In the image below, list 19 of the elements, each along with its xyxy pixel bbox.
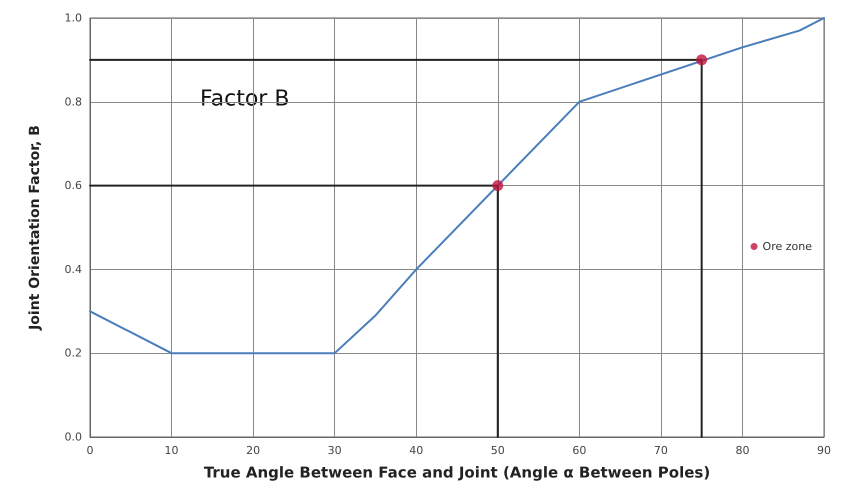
x-tick-label: 50 <box>490 444 505 457</box>
x-tick-label: 40 <box>409 444 424 457</box>
legend-label: Ore zone <box>762 240 812 253</box>
x-tick-label: 90 <box>817 444 831 457</box>
x-tick-label: 0 <box>86 444 94 457</box>
x-axis-title: True Angle Between Face and Joint (Angle α Between Poles) <box>204 464 710 482</box>
y-tick-label: 0.2 <box>64 346 82 360</box>
x-tick-label: 60 <box>572 444 586 457</box>
x-tick-label: 20 <box>246 444 260 457</box>
x-tick-label: 70 <box>654 444 668 457</box>
x-tick-label: 10 <box>164 444 179 457</box>
y-tick-label: 0.0 <box>64 430 82 444</box>
y-tick-label: 0.8 <box>64 95 82 108</box>
y-axis-title: Joint Orientation Factor, B <box>27 125 43 331</box>
y-tick-label: 0.4 <box>64 262 82 276</box>
y-tick-label: 0.6 <box>64 179 82 192</box>
x-tick-label: 30 <box>328 444 342 457</box>
x-tick-label: 80 <box>735 444 750 457</box>
y-tick-label: 1.0 <box>64 12 82 24</box>
